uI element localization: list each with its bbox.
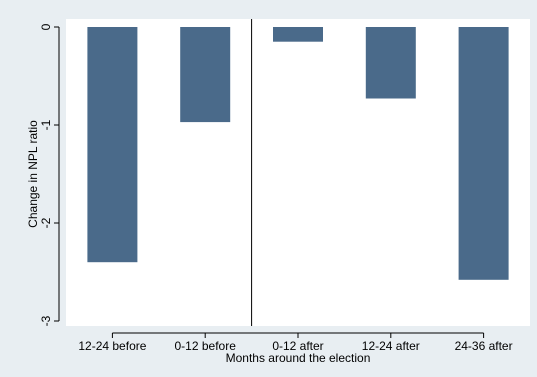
bar-2 — [273, 27, 323, 42]
bar-3 — [365, 27, 416, 99]
bar-0 — [87, 27, 138, 263]
y-tick-label: -3 — [39, 315, 53, 326]
y-tick-label: 0 — [39, 23, 53, 30]
y-tick-label: -1 — [39, 119, 53, 130]
x-axis-title: Months around the election — [226, 351, 371, 365]
bar-4 — [458, 27, 509, 280]
y-tick-label: -2 — [39, 217, 53, 228]
x-tick-label: 24-36 after — [455, 339, 513, 353]
y-axis-title: Change in NPL ratio — [26, 120, 40, 228]
plot-area — [66, 19, 530, 326]
x-tick-label: 12-24 after — [362, 339, 420, 353]
x-tick-label: 12-24 before — [78, 339, 146, 353]
bar-1 — [180, 27, 231, 123]
x-tick-label: 0-12 after — [272, 339, 323, 353]
x-tick-label: 0-12 before — [175, 339, 237, 353]
